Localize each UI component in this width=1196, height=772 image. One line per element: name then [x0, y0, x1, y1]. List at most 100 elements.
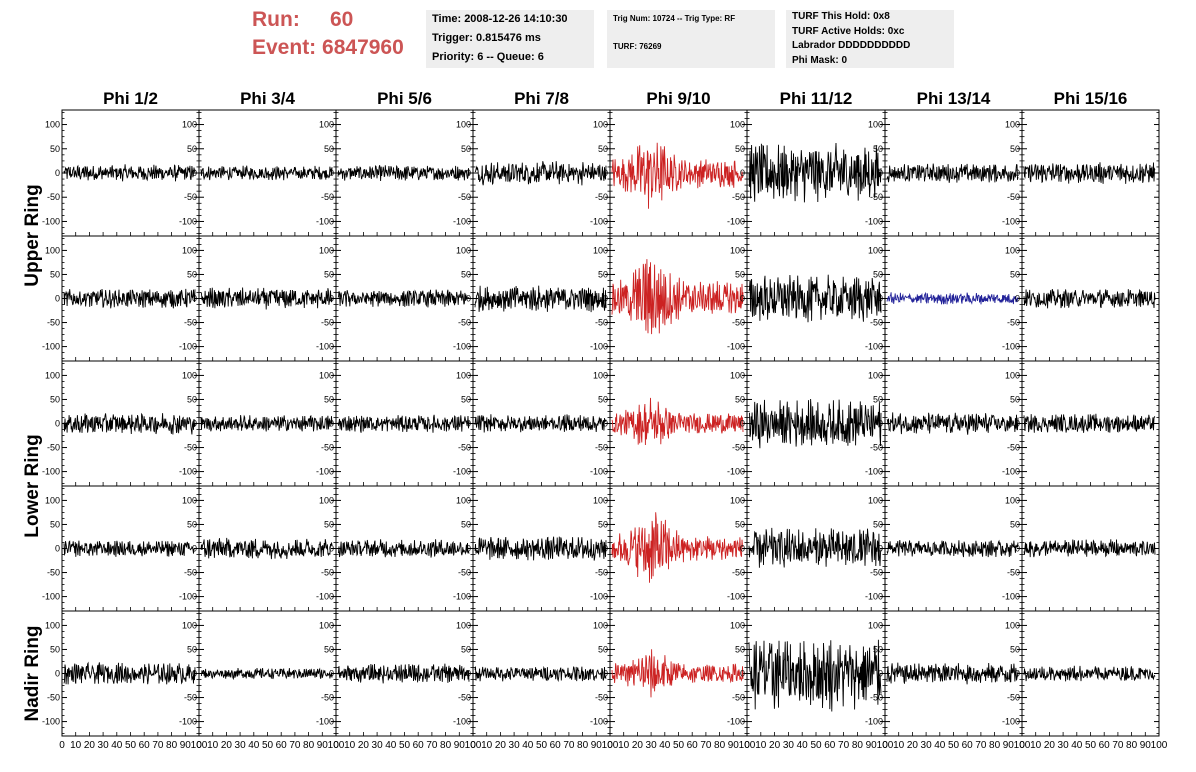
waveform-trace	[748, 398, 882, 449]
y-tick-label: -100	[865, 717, 883, 727]
waveform-trace	[1023, 288, 1156, 309]
y-tick-label: -50	[47, 192, 60, 202]
y-tick-label: -100	[865, 592, 883, 602]
time-info-box: Time: 2008-12-26 14:10:30 Trigger: 0.815…	[426, 10, 594, 68]
x-tick-label: 60	[824, 740, 836, 751]
x-tick-label: 60	[687, 740, 699, 751]
y-tick-label: -100	[453, 717, 471, 727]
y-tick-label: -100	[865, 342, 883, 352]
x-tick-label: 90	[866, 740, 878, 751]
phi-mask-line: Phi Mask: 0	[792, 54, 848, 66]
y-tick-label: 0	[603, 544, 608, 554]
y-tick-label: 100	[182, 245, 197, 255]
x-tick-label: 20	[769, 740, 781, 751]
x-tick-label: 80	[989, 740, 1001, 751]
column-title: Phi 3/4	[240, 89, 295, 108]
y-tick-label: -100	[727, 717, 745, 727]
x-tick-label: 10	[618, 740, 630, 751]
waveform-trace	[611, 397, 744, 446]
trig-info-box: Trig Num: 10724 -- Trig Type: RF TURF: 7…	[607, 10, 775, 68]
y-tick-label: 50	[735, 644, 745, 654]
y-tick-label: -50	[184, 443, 197, 453]
y-tick-label: -100	[316, 717, 334, 727]
y-tick-label: -100	[590, 717, 608, 727]
x-tick-label: 50	[810, 740, 822, 751]
waveform-trace	[200, 414, 333, 432]
y-tick-label: 0	[1015, 544, 1020, 554]
waveform-trace	[748, 142, 882, 203]
x-tick-label: 0	[607, 740, 613, 751]
x-tick-label: 30	[921, 740, 933, 751]
x-tick-label: 70	[838, 740, 850, 751]
x-tick-label: 0	[1019, 740, 1025, 751]
y-tick-label: -50	[870, 693, 883, 703]
y-tick-label: 100	[45, 120, 60, 130]
y-tick-label: 0	[603, 419, 608, 429]
y-tick-label: 100	[730, 620, 745, 630]
waveform-trace	[611, 649, 744, 698]
waveform-trace	[1023, 413, 1156, 433]
y-tick-label: -50	[184, 192, 197, 202]
y-tick-label: -50	[1007, 318, 1020, 328]
column-title: Phi 9/10	[646, 89, 710, 108]
y-tick-label: -50	[870, 443, 883, 453]
y-tick-label: 50	[1010, 519, 1020, 529]
waveform-trace	[611, 512, 744, 583]
waveform-trace	[611, 142, 744, 209]
y-tick-label: 50	[187, 394, 197, 404]
y-tick-label: 100	[456, 120, 471, 130]
waveform-trace	[886, 539, 1019, 558]
y-tick-label: -50	[184, 693, 197, 703]
x-tick-label: 60	[962, 740, 974, 751]
waveform-trace	[63, 661, 196, 685]
y-tick-label: 100	[1005, 370, 1020, 380]
x-tick-label: 20	[84, 740, 96, 751]
x-tick-label: 40	[248, 740, 260, 751]
y-tick-label: -100	[179, 592, 197, 602]
x-tick-label: 50	[125, 740, 137, 751]
y-tick-label: 50	[873, 269, 883, 279]
y-tick-label: -50	[321, 318, 334, 328]
x-tick-label: 80	[714, 740, 726, 751]
y-tick-label: 100	[319, 370, 334, 380]
y-tick-label: -100	[727, 216, 745, 226]
y-tick-label: 0	[329, 669, 334, 679]
y-tick-label: 100	[182, 495, 197, 505]
x-tick-label: 0	[744, 740, 750, 751]
y-tick-label: -100	[865, 467, 883, 477]
y-tick-label: 100	[319, 620, 334, 630]
x-tick-label: 70	[975, 740, 987, 751]
y-tick-label: 0	[466, 669, 471, 679]
y-tick-label: 50	[598, 644, 608, 654]
x-tick-label: 100	[602, 740, 619, 751]
y-tick-label: -50	[595, 568, 608, 578]
y-tick-label: -100	[590, 342, 608, 352]
waveform-trace	[474, 536, 607, 561]
x-tick-label: 30	[372, 740, 384, 751]
y-tick-label: -50	[184, 318, 197, 328]
waveform-trace	[337, 414, 470, 433]
y-tick-label: -100	[42, 342, 60, 352]
y-tick-label: -50	[47, 693, 60, 703]
x-tick-label: 80	[852, 740, 864, 751]
run-label: Run:	[252, 8, 300, 31]
x-tick-label: 40	[385, 740, 397, 751]
x-tick-label: 30	[783, 740, 795, 751]
y-tick-label: 100	[45, 495, 60, 505]
y-tick-label: 100	[593, 620, 608, 630]
waveform-trace	[337, 663, 470, 684]
y-tick-label: 0	[740, 669, 745, 679]
x-tick-label: 100	[739, 740, 756, 751]
y-tick-label: 100	[1005, 120, 1020, 130]
time-line: Time: 2008-12-26 14:10:30	[432, 13, 568, 25]
waveform-trace	[63, 288, 196, 309]
x-tick-label: 20	[358, 740, 370, 751]
y-tick-label: -50	[321, 192, 334, 202]
y-tick-label: -50	[870, 568, 883, 578]
x-tick-label: 80	[166, 740, 178, 751]
y-tick-label: -50	[458, 192, 471, 202]
x-tick-label: 20	[1044, 740, 1056, 751]
y-tick-label: 50	[50, 519, 60, 529]
waveform-trace	[337, 539, 470, 558]
x-tick-label: 0	[59, 740, 65, 751]
